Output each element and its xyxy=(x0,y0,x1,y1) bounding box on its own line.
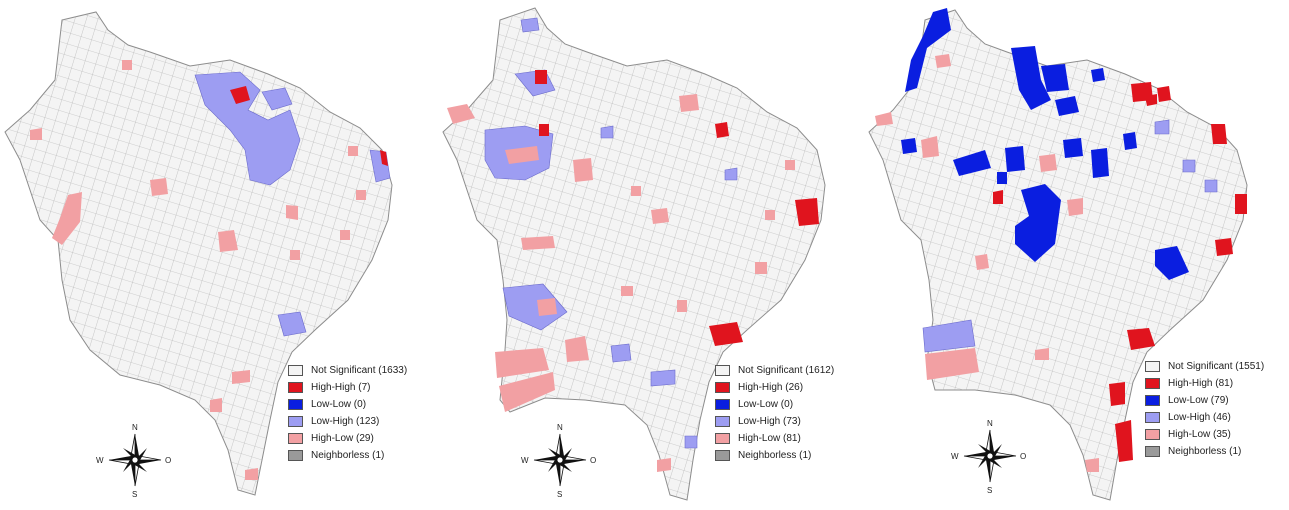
swatch-high-low xyxy=(1145,429,1160,440)
swatch-high-high xyxy=(288,382,303,393)
lisa-cluster-map-3 xyxy=(868,8,1248,501)
legend-label: Low-High (73) xyxy=(738,415,801,427)
compass-east: O xyxy=(590,456,596,465)
legend-item: Low-High (73) xyxy=(715,413,834,430)
compass-rose-icon: N S W O xyxy=(951,419,1026,495)
cluster-patches xyxy=(30,60,391,480)
legend-item: Not Significant (1551) xyxy=(1145,358,1264,375)
legend-item: High-High (7) xyxy=(288,379,407,396)
compass-north: N xyxy=(557,423,563,432)
compass-east: O xyxy=(165,456,171,465)
compass-west: W xyxy=(521,456,529,465)
swatch-low-high xyxy=(288,416,303,427)
lisa-cluster-map-2 xyxy=(442,7,826,501)
legend-item: Neighborless (1) xyxy=(715,447,834,464)
legend-label: Low-Low (79) xyxy=(1168,394,1229,406)
swatch-not-significant xyxy=(288,365,303,376)
swatch-low-low xyxy=(1145,395,1160,406)
compass-rose-icon: N S W O xyxy=(96,423,171,499)
compass-west: W xyxy=(951,452,959,461)
legend-item: Low-Low (79) xyxy=(1145,392,1264,409)
legend-label: Not Significant (1551) xyxy=(1168,360,1265,372)
legend: Not Significant (1551) High-High (81) Lo… xyxy=(1145,358,1264,460)
swatch-high-low xyxy=(715,433,730,444)
legend-label: Not Significant (1633) xyxy=(311,364,408,376)
legend-label: High-High (26) xyxy=(738,381,804,393)
swatch-high-high xyxy=(1145,378,1160,389)
legend-label: High-High (81) xyxy=(1168,377,1234,389)
legend-item: Low-Low (0) xyxy=(288,396,407,413)
swatch-high-low xyxy=(288,433,303,444)
compass-east: O xyxy=(1020,452,1026,461)
swatch-neighborless xyxy=(288,450,303,461)
legend-item: Neighborless (1) xyxy=(288,447,407,464)
cluster-patches xyxy=(447,17,819,472)
swatch-low-low xyxy=(715,399,730,410)
legend-item: Low-High (123) xyxy=(288,413,407,430)
compass-rose-icon: N S W O xyxy=(521,423,596,499)
swatch-low-high xyxy=(715,416,730,427)
municipality-borders xyxy=(869,10,1247,500)
legend-item: Neighborless (1) xyxy=(1145,443,1264,460)
compass-north: N xyxy=(132,423,138,432)
legend-label: Neighborless (1) xyxy=(1168,445,1242,457)
compass-south: S xyxy=(987,486,992,495)
swatch-not-significant xyxy=(715,365,730,376)
legend-label: Neighborless (1) xyxy=(311,449,385,461)
legend-label: Not Significant (1612) xyxy=(738,364,835,376)
legend-item: Low-Low (0) xyxy=(715,396,834,413)
legend-label: Low-Low (0) xyxy=(738,398,794,410)
legend-item: Not Significant (1633) xyxy=(288,362,407,379)
legend-label: High-Low (29) xyxy=(311,432,374,444)
legend-label: High-High (7) xyxy=(311,381,371,393)
legend-item: High-High (26) xyxy=(715,379,834,396)
legend-item: Not Significant (1612) xyxy=(715,362,834,379)
map-panel-3: Not Significant (1551) High-High (81) Lo… xyxy=(855,0,1289,510)
lisa-cluster-map-1 xyxy=(4,11,393,496)
map-panel-1: Not Significant (1633) High-High (7) Low… xyxy=(0,0,430,510)
swatch-not-significant xyxy=(1145,361,1160,372)
swatch-neighborless xyxy=(715,450,730,461)
legend-label: High-Low (35) xyxy=(1168,428,1231,440)
compass-west: W xyxy=(96,456,104,465)
map-panel-2: Not Significant (1612) High-High (26) Lo… xyxy=(425,0,855,510)
legend-label: Low-High (123) xyxy=(311,415,380,427)
swatch-low-high xyxy=(1145,412,1160,423)
cluster-patches xyxy=(875,8,1247,472)
compass-south: S xyxy=(557,490,562,499)
compass-south: S xyxy=(132,490,137,499)
swatch-low-low xyxy=(288,399,303,410)
legend-label: Low-High (46) xyxy=(1168,411,1231,423)
legend-label: Low-Low (0) xyxy=(311,398,367,410)
legend-item: Low-High (46) xyxy=(1145,409,1264,426)
legend: Not Significant (1612) High-High (26) Lo… xyxy=(715,362,834,464)
legend-label: High-Low (81) xyxy=(738,432,801,444)
legend-item: High-Low (29) xyxy=(288,430,407,447)
legend-label: Neighborless (1) xyxy=(738,449,812,461)
legend-item: High-Low (35) xyxy=(1145,426,1264,443)
compass-north: N xyxy=(987,419,993,428)
legend-item: High-High (81) xyxy=(1145,375,1264,392)
swatch-neighborless xyxy=(1145,446,1160,457)
legend: Not Significant (1633) High-High (7) Low… xyxy=(288,362,407,464)
legend-item: High-Low (81) xyxy=(715,430,834,447)
swatch-high-high xyxy=(715,382,730,393)
